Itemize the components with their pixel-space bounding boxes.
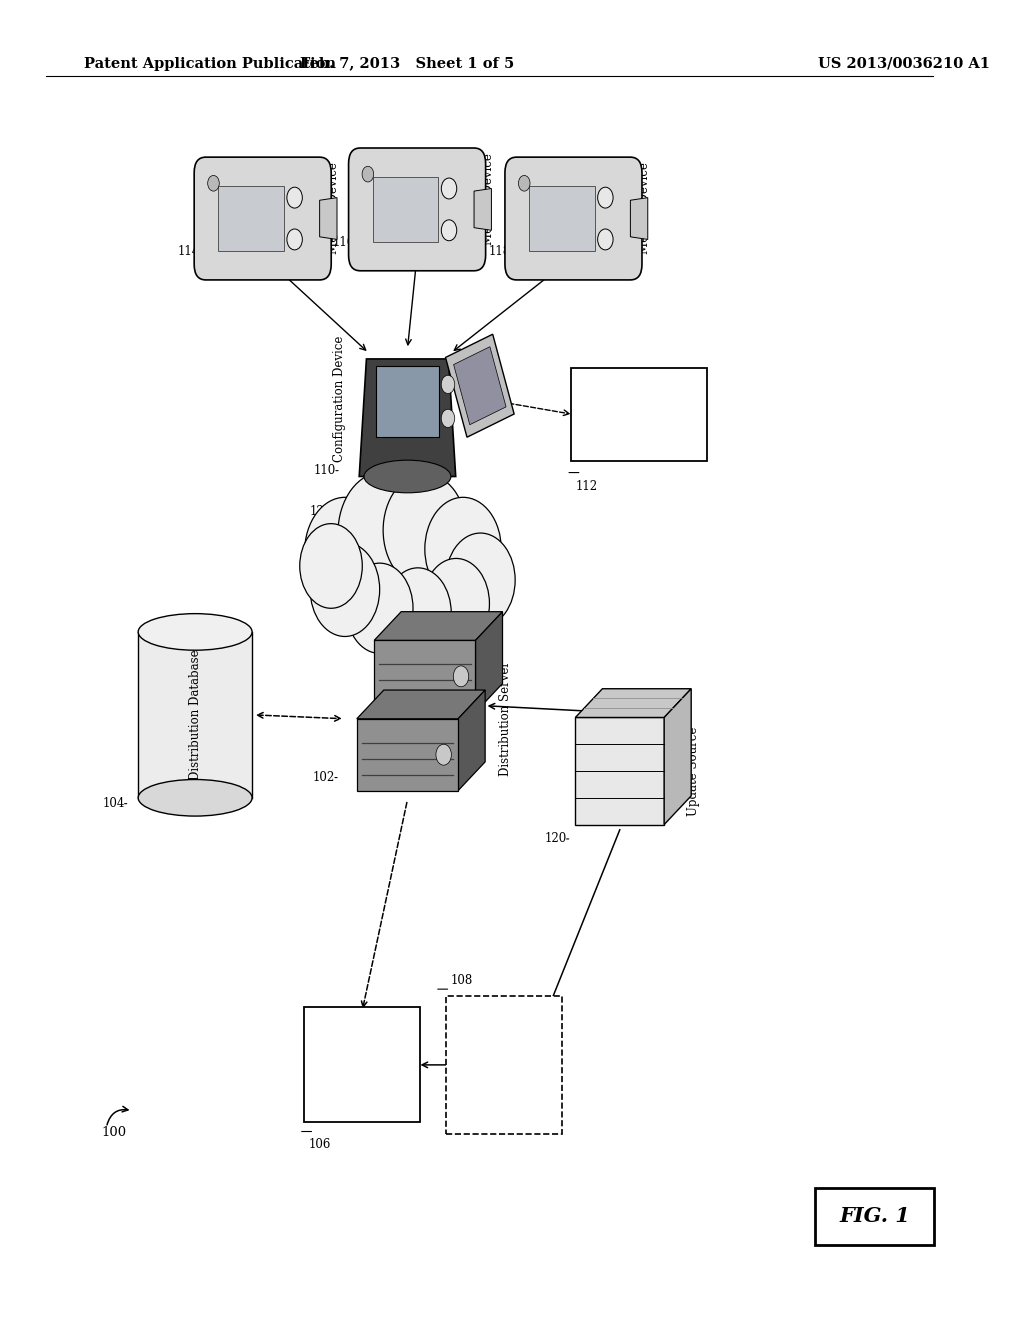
Polygon shape bbox=[356, 719, 458, 791]
Circle shape bbox=[338, 473, 428, 594]
FancyBboxPatch shape bbox=[529, 186, 595, 251]
Polygon shape bbox=[458, 690, 485, 791]
Text: Medical Device: Medical Device bbox=[638, 162, 651, 253]
Circle shape bbox=[287, 228, 302, 249]
Text: Update Source: Update Source bbox=[687, 726, 700, 816]
Polygon shape bbox=[445, 334, 514, 437]
FancyBboxPatch shape bbox=[348, 148, 485, 271]
Text: 118: 118 bbox=[488, 244, 511, 257]
Circle shape bbox=[598, 187, 613, 209]
Text: Portal: Portal bbox=[341, 1057, 383, 1072]
Polygon shape bbox=[454, 347, 506, 425]
Text: 102: 102 bbox=[312, 771, 335, 784]
Ellipse shape bbox=[364, 461, 451, 492]
Polygon shape bbox=[665, 689, 691, 825]
Text: 112: 112 bbox=[575, 480, 598, 494]
Text: Medical Device: Medical Device bbox=[481, 153, 495, 246]
FancyBboxPatch shape bbox=[304, 1007, 421, 1122]
Text: Medical Device: Medical Device bbox=[328, 162, 340, 253]
Circle shape bbox=[441, 178, 457, 199]
Circle shape bbox=[441, 375, 455, 393]
Text: Configurator: Configurator bbox=[596, 408, 682, 421]
Text: 114: 114 bbox=[178, 244, 200, 257]
Text: 106: 106 bbox=[308, 1138, 331, 1151]
Text: Feb. 7, 2013   Sheet 1 of 5: Feb. 7, 2013 Sheet 1 of 5 bbox=[300, 57, 515, 70]
Polygon shape bbox=[319, 198, 337, 239]
Text: Network: Network bbox=[382, 560, 433, 573]
Text: 116: 116 bbox=[332, 235, 354, 248]
Text: 104: 104 bbox=[102, 797, 125, 810]
Text: Patent Application Publication: Patent Application Publication bbox=[84, 57, 336, 70]
Circle shape bbox=[445, 533, 515, 627]
Circle shape bbox=[362, 166, 374, 182]
FancyBboxPatch shape bbox=[505, 157, 642, 280]
FancyBboxPatch shape bbox=[373, 177, 438, 242]
Circle shape bbox=[425, 498, 502, 601]
FancyBboxPatch shape bbox=[571, 368, 708, 461]
Polygon shape bbox=[374, 611, 503, 640]
Text: 110: 110 bbox=[313, 465, 336, 477]
Polygon shape bbox=[575, 718, 665, 825]
Circle shape bbox=[208, 176, 219, 191]
Text: 122: 122 bbox=[310, 504, 332, 517]
Ellipse shape bbox=[138, 780, 252, 816]
Polygon shape bbox=[474, 189, 492, 230]
Text: Update
Package: Update Package bbox=[478, 1056, 529, 1086]
FancyBboxPatch shape bbox=[815, 1188, 934, 1245]
Polygon shape bbox=[631, 198, 648, 239]
Polygon shape bbox=[575, 689, 691, 718]
Polygon shape bbox=[374, 640, 475, 713]
Circle shape bbox=[441, 220, 457, 240]
Circle shape bbox=[383, 474, 467, 586]
Circle shape bbox=[300, 524, 362, 609]
Circle shape bbox=[598, 228, 613, 249]
Polygon shape bbox=[138, 632, 252, 797]
Circle shape bbox=[423, 558, 489, 648]
Ellipse shape bbox=[138, 614, 252, 651]
Circle shape bbox=[436, 744, 452, 766]
FancyBboxPatch shape bbox=[376, 366, 439, 437]
Circle shape bbox=[518, 176, 530, 191]
Text: 120: 120 bbox=[545, 833, 566, 845]
Text: Distribution Server: Distribution Server bbox=[499, 661, 512, 776]
Circle shape bbox=[287, 187, 302, 209]
Polygon shape bbox=[356, 690, 485, 719]
Ellipse shape bbox=[328, 528, 487, 603]
FancyBboxPatch shape bbox=[218, 186, 284, 251]
FancyBboxPatch shape bbox=[445, 995, 562, 1134]
Circle shape bbox=[310, 543, 380, 636]
Text: 100: 100 bbox=[101, 1126, 127, 1139]
Circle shape bbox=[454, 665, 469, 686]
Text: Configuration Device: Configuration Device bbox=[334, 335, 346, 462]
Circle shape bbox=[346, 564, 413, 653]
Circle shape bbox=[385, 568, 452, 659]
Text: FIG. 1: FIG. 1 bbox=[840, 1206, 910, 1226]
Text: 108: 108 bbox=[451, 974, 473, 986]
Text: US 2013/0036210 A1: US 2013/0036210 A1 bbox=[817, 57, 989, 70]
Circle shape bbox=[441, 409, 455, 428]
Text: Distribution Database: Distribution Database bbox=[188, 649, 202, 780]
Circle shape bbox=[304, 498, 385, 606]
Polygon shape bbox=[475, 611, 503, 713]
FancyBboxPatch shape bbox=[195, 157, 331, 280]
Polygon shape bbox=[359, 359, 456, 477]
